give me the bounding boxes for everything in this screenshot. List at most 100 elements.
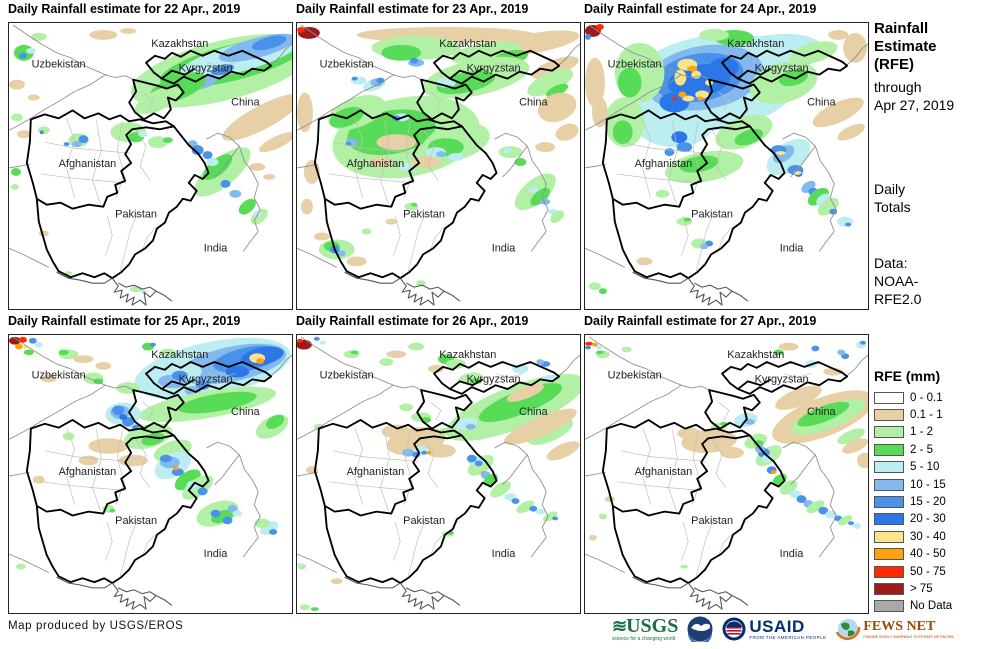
country-label-uzbekistan: Uzbekistan	[320, 59, 374, 71]
country-label-kazakhstan: Kazakhstan	[151, 38, 208, 50]
legend-title: RFE (mm)	[874, 368, 941, 384]
country-label-china: China	[231, 96, 260, 108]
country-label-india: India	[204, 548, 228, 560]
province-borders	[40, 62, 236, 272]
legend-label: 50 - 75	[910, 565, 946, 578]
usaid-logo: USAID FROM THE AMERICAN PEOPLE	[722, 617, 826, 641]
coastline	[632, 576, 749, 610]
legend-swatch	[874, 461, 904, 474]
country-label-pakistan: Pakistan	[691, 515, 733, 527]
legend-label: 15 - 20	[910, 496, 946, 509]
country-label-pakistan: Pakistan	[691, 209, 733, 221]
legend-item: 5 - 10	[874, 459, 952, 476]
fewsnet-logo-text: FEWS NET	[863, 618, 936, 634]
legend: 0 - 0.1 0.1 - 1 1 - 2 2 - 5 5 - 10 10 - …	[874, 389, 952, 615]
legend-item: 1 - 2	[874, 424, 952, 441]
country-label-afghanistan: Afghanistan	[347, 466, 405, 478]
panel-title: Daily Rainfall estimate for 26 Apr., 201…	[296, 314, 529, 328]
legend-label: 30 - 40	[910, 530, 946, 543]
sidebar-date: Apr 27, 2019	[874, 97, 955, 113]
legend-label: > 75	[910, 582, 933, 595]
coastline	[56, 576, 173, 610]
country-label-india: India	[492, 242, 517, 254]
usaid-tagline: FROM THE AMERICAN PEOPLE	[749, 634, 827, 640]
legend-swatch	[874, 409, 904, 422]
admin-borders	[9, 336, 292, 573]
country-label-uzbekistan: Uzbekistan	[32, 370, 86, 382]
usgs-tagline: science for a changing world	[612, 636, 676, 642]
usaid-seal-icon	[722, 617, 746, 641]
province-borders	[328, 373, 524, 577]
rainfall-map: Kazakhstan Uzbekistan Kyrgyzstan China Afgha…	[585, 335, 868, 613]
noaa-seal-icon	[687, 616, 713, 642]
text-line: Data:	[874, 255, 908, 271]
admin-borders	[585, 336, 868, 573]
usgs-waves-icon: ≋	[612, 616, 627, 636]
text-line: Estimate	[874, 38, 937, 55]
legend-swatch	[874, 530, 904, 543]
province-borders	[616, 373, 812, 577]
legend-item: 10 - 15	[874, 476, 952, 493]
logo-strip: ≋ USGS science for a changing world	[612, 612, 954, 646]
country-label-pakistan: Pakistan	[115, 515, 157, 527]
country-labels: Kazakhstan Uzbekistan Kyrgyzstan China Afgha…	[32, 349, 260, 560]
legend-swatch	[874, 565, 904, 578]
map-panel-6: Kazakhstan Uzbekistan Kyrgyzstan China Afgha…	[584, 334, 869, 614]
country-label-kyrgyzstan: Kyrgyzstan	[755, 373, 809, 385]
country-label-pakistan: Pakistan	[403, 515, 445, 527]
country-label-india: India	[204, 242, 229, 254]
country-label-afghanistan: Afghanistan	[59, 158, 117, 170]
province-borders	[328, 62, 524, 272]
country-label-kyrgyzstan: Kyrgyzstan	[179, 63, 233, 75]
legend-item: 20 - 30	[874, 511, 952, 528]
country-label-kyrgyzstan: Kyrgyzstan	[179, 373, 233, 385]
legend-swatch	[874, 496, 904, 509]
country-borders	[601, 49, 849, 280]
legend-swatch	[874, 600, 904, 613]
usgs-logo-text: USGS	[626, 615, 679, 637]
country-label-india: India	[780, 548, 804, 560]
sidebar-through-word: through	[874, 79, 922, 95]
legend-label: 5 - 10	[910, 461, 940, 474]
map-panel-4: Kazakhstan Uzbekistan Kyrgyzstan China Afgha…	[8, 334, 293, 614]
legend-label: 0 - 0.1	[910, 391, 943, 404]
legend-swatch	[874, 582, 904, 595]
country-label-kazakhstan: Kazakhstan	[439, 349, 496, 361]
admin-borders	[297, 24, 580, 268]
country-label-afghanistan: Afghanistan	[59, 466, 117, 478]
province-borders	[40, 373, 236, 577]
admin-borders	[297, 336, 580, 573]
rainfall-map: Kazakhstan Uzbekistan Kyrgyzstan China Afgha…	[9, 335, 292, 613]
country-label-kyrgyzstan: Kyrgyzstan	[467, 373, 521, 385]
country-borders	[313, 361, 561, 584]
legend-label: 1 - 2	[910, 426, 934, 439]
country-label-pakistan: Pakistan	[403, 209, 445, 221]
country-label-china: China	[519, 96, 548, 108]
country-label-kyrgyzstan: Kyrgyzstan	[755, 63, 809, 75]
coastline	[56, 271, 173, 306]
legend-label: 2 - 5	[910, 443, 934, 456]
map-credit: Map produced by USGS/EROS	[8, 620, 184, 632]
legend-item: 30 - 40	[874, 528, 952, 545]
map-panel-1: Kazakhstan Uzbekistan Kyrgyzstan China Afgha…	[8, 22, 293, 310]
text-line: NOAA-	[874, 273, 919, 289]
sidebar-through: through Apr 27, 2019	[874, 78, 954, 114]
country-label-china: China	[231, 406, 260, 418]
country-label-china: China	[519, 406, 548, 418]
country-label-india: India	[492, 548, 516, 560]
legend-item: 50 - 75	[874, 563, 952, 580]
legend-swatch	[874, 443, 904, 456]
rainfall-map: Kazakhstan Uzbekistan Kyrgyzstan China Afgha…	[297, 23, 580, 309]
legend-swatch	[874, 426, 904, 439]
country-label-kyrgyzstan: Kyrgyzstan	[467, 63, 521, 75]
panel-title: Daily Rainfall estimate for 27 Apr., 201…	[584, 314, 817, 328]
rainfall-layer	[9, 336, 291, 570]
country-label-uzbekistan: Uzbekistan	[608, 370, 662, 382]
country-borders	[25, 49, 273, 280]
coastline	[344, 576, 461, 610]
fewsnet-tagline: FAMINE EARLY WARNING SYSTEMS NETWORK	[863, 633, 955, 639]
legend-label: 40 - 50	[910, 548, 946, 561]
country-label-china: China	[807, 96, 836, 108]
rainfall-layer	[585, 340, 868, 569]
